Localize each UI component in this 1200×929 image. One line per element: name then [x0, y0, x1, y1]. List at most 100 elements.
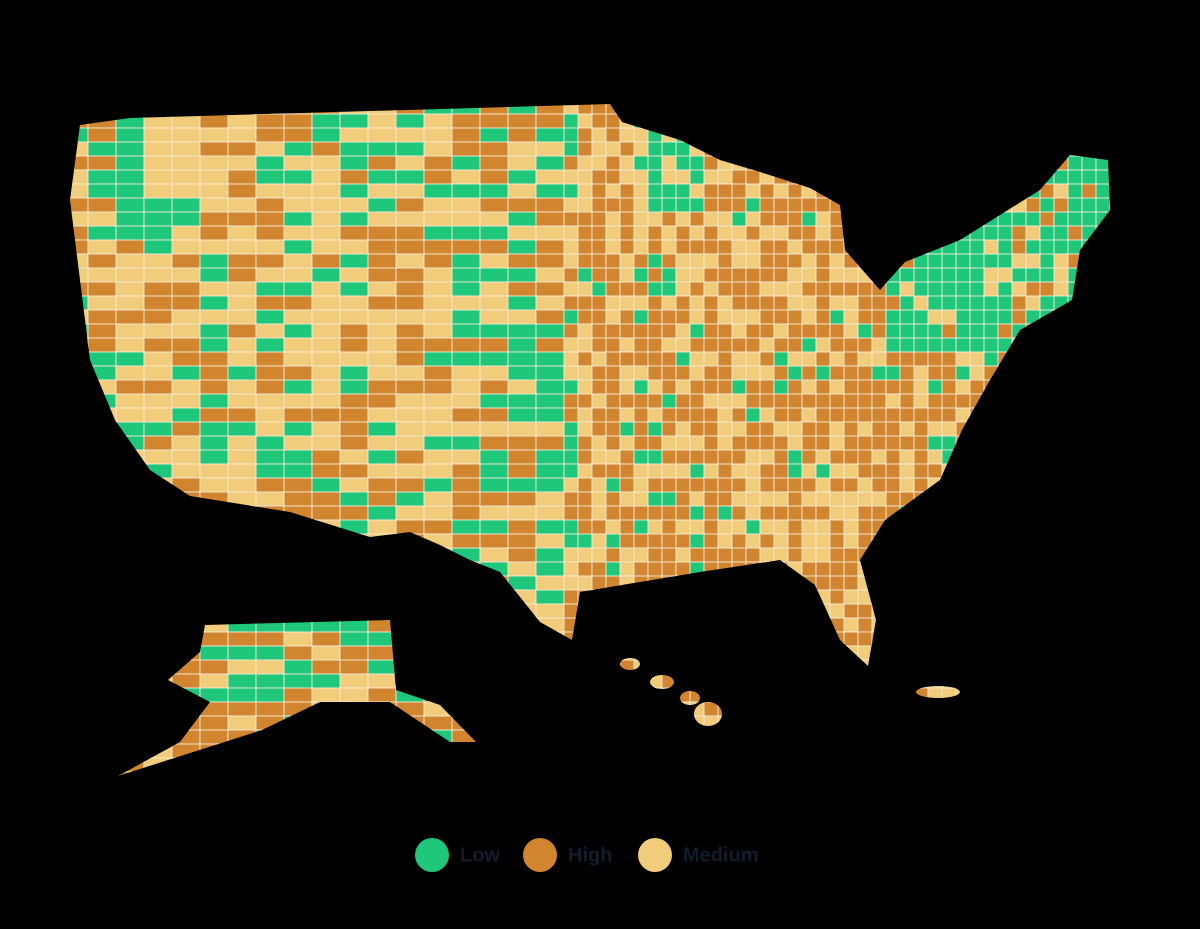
county-cell — [451, 505, 481, 521]
county-cell — [773, 463, 789, 479]
county-cell — [283, 631, 313, 647]
county-cell — [87, 267, 117, 283]
county-cell — [913, 421, 929, 437]
county-cell — [395, 393, 425, 409]
county-cell — [717, 309, 733, 325]
county-cell — [787, 211, 803, 227]
county-cell — [829, 225, 845, 241]
county-cell — [1081, 211, 1097, 227]
county-cell — [199, 183, 229, 199]
county-cell — [143, 323, 173, 339]
county-cell — [801, 379, 817, 395]
county-cell — [591, 155, 607, 171]
county-cell — [787, 547, 803, 563]
county-cell — [479, 155, 509, 171]
county-cell — [507, 519, 537, 535]
county-cell — [829, 533, 845, 549]
county-cell — [801, 351, 817, 367]
legend-label: Low — [460, 844, 500, 866]
county-cell — [759, 477, 775, 493]
county-cell — [717, 463, 733, 479]
county-cell — [199, 449, 229, 465]
county-cell — [143, 351, 173, 367]
county-cell — [745, 351, 761, 367]
county-cell — [689, 337, 705, 353]
county-cell — [731, 309, 747, 325]
county-cell — [591, 533, 607, 549]
county-cell — [731, 533, 747, 549]
county-cell — [661, 379, 677, 395]
county-cell — [927, 267, 943, 283]
county-cell — [339, 435, 369, 451]
county-cell — [395, 421, 425, 437]
county-cell — [591, 561, 607, 577]
county-cell — [535, 505, 565, 521]
county-cell — [115, 337, 145, 353]
county-cell — [717, 225, 733, 241]
county-cell — [773, 309, 789, 325]
county-cell — [969, 323, 985, 339]
county-cell — [997, 281, 1013, 297]
county-cell — [395, 449, 425, 465]
county-cell — [899, 267, 915, 283]
county-cell — [563, 183, 579, 199]
county-cell — [255, 449, 285, 465]
county-cell — [1053, 225, 1069, 241]
county-cell — [227, 687, 257, 703]
county-cell — [633, 365, 649, 381]
county-cell — [451, 197, 481, 213]
county-cell — [717, 169, 733, 185]
county-cell — [87, 183, 117, 199]
county-cell — [675, 379, 691, 395]
county-cell — [199, 295, 229, 311]
county-cell — [451, 533, 481, 549]
county-cell — [619, 155, 635, 171]
county-cell — [591, 449, 607, 465]
county-cell — [339, 673, 369, 689]
county-cell — [171, 449, 201, 465]
county-cell — [773, 491, 789, 507]
county-cell — [479, 407, 509, 423]
county-cell — [983, 309, 999, 325]
county-cell — [339, 407, 369, 423]
county-cell — [255, 659, 285, 675]
county-cell — [633, 141, 649, 157]
county-cell — [647, 561, 663, 577]
county-cell — [255, 211, 285, 227]
county-cell — [563, 505, 579, 521]
county-cell — [619, 225, 635, 241]
county-cell — [689, 211, 705, 227]
county-cell — [577, 267, 593, 283]
county-cell — [647, 491, 663, 507]
county-cell — [87, 295, 117, 311]
county-cell — [633, 421, 649, 437]
county-cell — [773, 379, 789, 395]
county-cell — [423, 239, 453, 255]
county-cell — [311, 127, 341, 143]
county-cell — [843, 281, 859, 297]
county-cell — [479, 253, 509, 269]
county-cell — [311, 687, 341, 703]
county-cell — [311, 365, 341, 381]
county-cell — [759, 547, 775, 563]
county-cell — [199, 379, 229, 395]
county-cell — [395, 435, 425, 451]
county-cell — [591, 281, 607, 297]
county-cell — [367, 309, 397, 325]
county-cell — [339, 659, 369, 675]
county-cell — [171, 183, 201, 199]
county-cell — [899, 281, 915, 297]
county-cell — [115, 323, 145, 339]
county-cell — [647, 505, 663, 521]
county-cell — [731, 337, 747, 353]
county-cell — [745, 365, 761, 381]
county-cell — [563, 575, 579, 591]
county-cell — [829, 435, 845, 451]
county-cell — [885, 491, 901, 507]
county-cell — [591, 183, 607, 199]
county-cell — [955, 351, 971, 367]
county-cell — [535, 603, 565, 619]
county-cell — [591, 463, 607, 479]
county-cell — [941, 351, 957, 367]
county-cell — [423, 211, 453, 227]
